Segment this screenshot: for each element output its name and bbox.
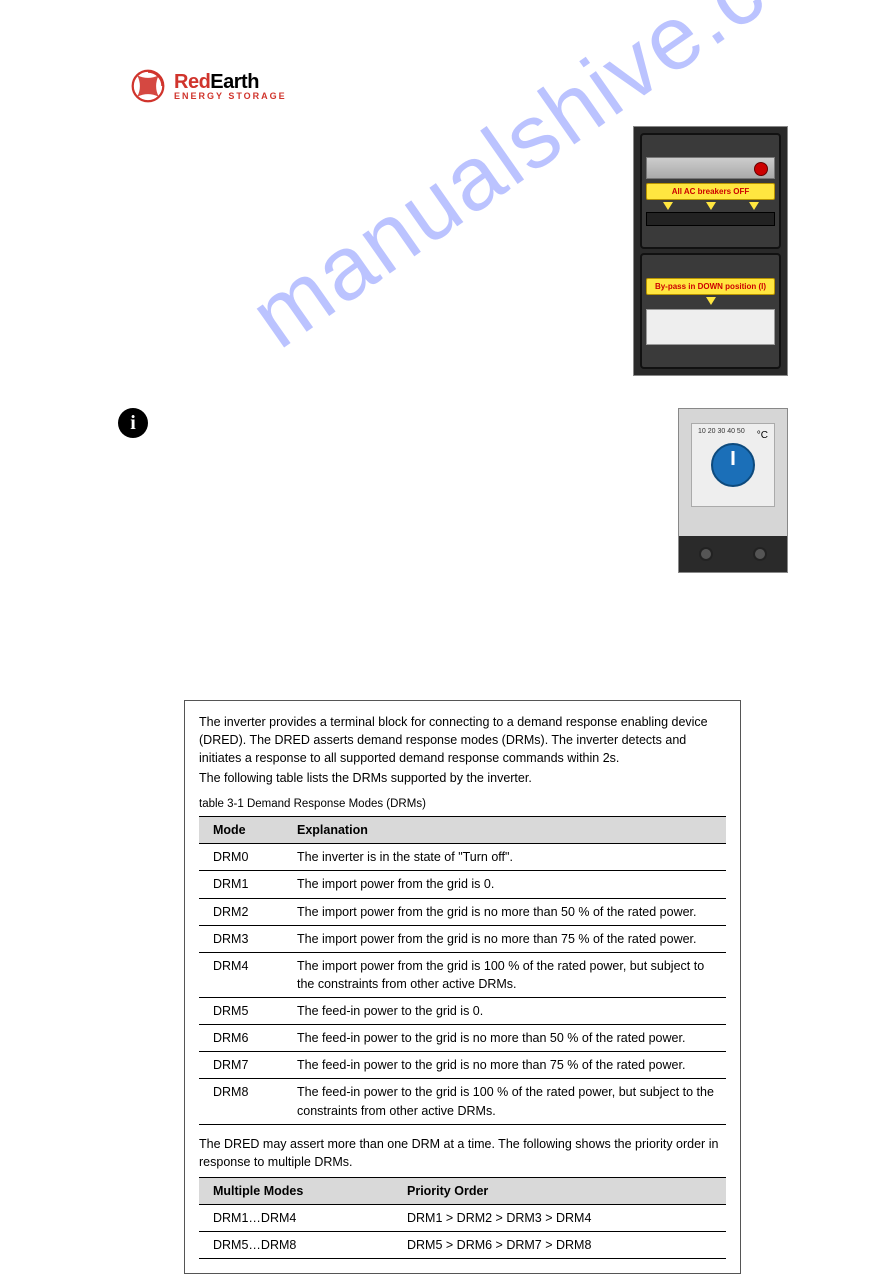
breaker-panel-photo: All AC breakers OFF By-pass in DOWN posi… bbox=[633, 126, 788, 376]
prio-multi-cell: DRM5…DRM8 bbox=[199, 1232, 399, 1259]
table-row: DRM0The inverter is in the state of "Tur… bbox=[199, 844, 726, 871]
drm-explain-cell: The import power from the grid is 0. bbox=[289, 871, 726, 898]
info-icon: i bbox=[118, 408, 148, 438]
watermark: manualshive.com bbox=[233, 0, 890, 369]
prio-th-multi: Multiple Modes bbox=[199, 1177, 399, 1204]
drm-mode-cell: DRM1 bbox=[199, 871, 289, 898]
drm-mode-cell: DRM2 bbox=[199, 898, 289, 925]
drm-frame: The inverter provides a terminal block f… bbox=[184, 700, 741, 1274]
intro-paragraph-1: The inverter provides a terminal block f… bbox=[199, 713, 726, 767]
drm-explain-cell: The feed-in power to the grid is 100 % o… bbox=[289, 1079, 726, 1124]
thermostat-scale: 10 20 30 40 50 bbox=[698, 428, 745, 435]
logo-icon bbox=[130, 68, 166, 104]
thermostat-unit: °C bbox=[757, 430, 768, 441]
drm-explain-cell: The import power from the grid is no mor… bbox=[289, 925, 726, 952]
logo-brand: RedEarth bbox=[174, 72, 287, 92]
drm-mode-cell: DRM4 bbox=[199, 952, 289, 997]
drm-explain-cell: The import power from the grid is 100 % … bbox=[289, 952, 726, 997]
thermostat-photo: 10 20 30 40 50 °C bbox=[678, 408, 788, 573]
drm-th-explain: Explanation bbox=[289, 817, 726, 844]
table-row: DRM5The feed-in power to the grid is 0. bbox=[199, 998, 726, 1025]
table-row: DRM2The import power from the grid is no… bbox=[199, 898, 726, 925]
drm-th-mode: Mode bbox=[199, 817, 289, 844]
intro-paragraph-2: The following table lists the DRMs suppo… bbox=[199, 769, 726, 787]
drm-explain-cell: The feed-in power to the grid is no more… bbox=[289, 1052, 726, 1079]
drm-explain-cell: The feed-in power to the grid is 0. bbox=[289, 998, 726, 1025]
drm-explain-cell: The import power from the grid is no mor… bbox=[289, 898, 726, 925]
between-paragraph: The DRED may assert more than one DRM at… bbox=[199, 1135, 726, 1171]
drm-mode-cell: DRM3 bbox=[199, 925, 289, 952]
table-row: DRM3The import power from the grid is no… bbox=[199, 925, 726, 952]
drm-mode-cell: DRM5 bbox=[199, 998, 289, 1025]
breaker-label-top: All AC breakers OFF bbox=[646, 183, 775, 200]
table-row: DRM5…DRM8DRM5 > DRM6 > DRM7 > DRM8 bbox=[199, 1232, 726, 1259]
table-row: DRM7The feed-in power to the grid is no … bbox=[199, 1052, 726, 1079]
drm-mode-cell: DRM8 bbox=[199, 1079, 289, 1124]
thermostat-dial bbox=[711, 443, 755, 487]
prio-multi-cell: DRM1…DRM4 bbox=[199, 1205, 399, 1232]
drm-table: Mode Explanation DRM0The inverter is in … bbox=[199, 816, 726, 1125]
table-caption: table 3-1 Demand Response Modes (DRMs) bbox=[199, 796, 726, 813]
priority-table: Multiple Modes Priority Order DRM1…DRM4D… bbox=[199, 1177, 726, 1259]
logo-tagline: ENERGY STORAGE bbox=[174, 92, 287, 101]
table-row: DRM4The import power from the grid is 10… bbox=[199, 952, 726, 997]
drm-mode-cell: DRM6 bbox=[199, 1025, 289, 1052]
prio-th-order: Priority Order bbox=[399, 1177, 726, 1204]
drm-mode-cell: DRM0 bbox=[199, 844, 289, 871]
table-row: DRM8The feed-in power to the grid is 100… bbox=[199, 1079, 726, 1124]
breaker-label-bottom: By-pass in DOWN position (I) bbox=[646, 278, 775, 295]
drm-explain-cell: The inverter is in the state of "Turn of… bbox=[289, 844, 726, 871]
table-row: DRM1The import power from the grid is 0. bbox=[199, 871, 726, 898]
table-row: DRM1…DRM4DRM1 > DRM2 > DRM3 > DRM4 bbox=[199, 1205, 726, 1232]
prio-order-cell: DRM1 > DRM2 > DRM3 > DRM4 bbox=[399, 1205, 726, 1232]
logo: RedEarth ENERGY STORAGE bbox=[130, 68, 803, 104]
drm-mode-cell: DRM7 bbox=[199, 1052, 289, 1079]
table-row: DRM6The feed-in power to the grid is no … bbox=[199, 1025, 726, 1052]
drm-explain-cell: The feed-in power to the grid is no more… bbox=[289, 1025, 726, 1052]
prio-order-cell: DRM5 > DRM6 > DRM7 > DRM8 bbox=[399, 1232, 726, 1259]
